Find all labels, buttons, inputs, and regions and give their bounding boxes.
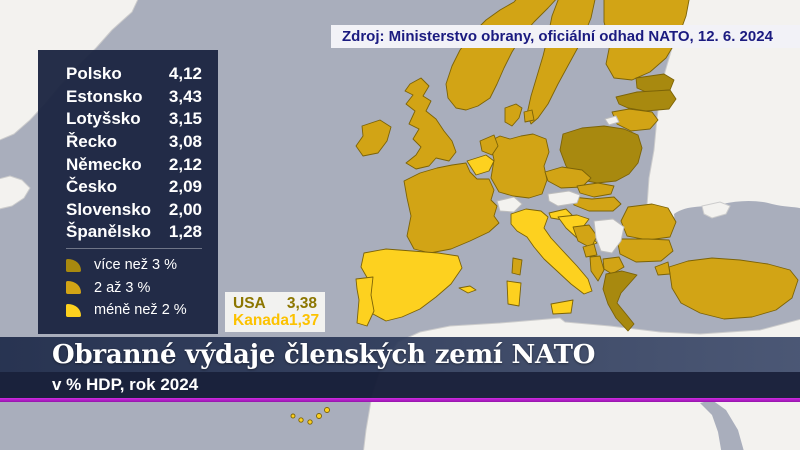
legend-swatch-high-icon: [66, 258, 81, 272]
data-panel: Polsko 4,12 Estonsko 3,43 Lotyšsko 3,15 …: [38, 50, 218, 334]
map-iceland: [0, 175, 31, 210]
map-hungary: [571, 196, 622, 212]
page-title: Obranné výdaje členských zemí NATO: [52, 339, 596, 370]
country-row: Estonsko 3,43: [66, 86, 202, 109]
map-corsica: [511, 257, 523, 276]
map-latvia: [615, 89, 677, 112]
map-albania: [589, 255, 605, 282]
map-denmark-isle: [523, 109, 535, 123]
country-row: Španělsko 1,28: [66, 221, 202, 244]
country-value: 2,09: [168, 177, 202, 197]
country-row: Lotyšsko 3,15: [66, 108, 202, 131]
map-canary-island: [324, 407, 330, 413]
map-balearics: [458, 285, 477, 294]
legend-label: více než 3 %: [94, 257, 178, 274]
map-france: [403, 162, 500, 254]
country-name: Německo: [66, 154, 142, 174]
map-romania: [620, 203, 677, 241]
map-canary-island: [298, 417, 304, 423]
country-row: Česko 2,09: [66, 176, 202, 199]
map-uk: [404, 77, 457, 170]
map-turkey: [668, 257, 799, 320]
legend-item: více než 3 %: [66, 254, 202, 277]
accent-line: [0, 398, 800, 402]
map-lithuania: [611, 108, 659, 132]
map-czechia: [544, 166, 592, 189]
map-canary-island: [316, 413, 322, 419]
map-montenegro: [582, 243, 598, 258]
country-value: 1,28: [168, 222, 202, 242]
page-subtitle: v % HDP, rok 2024: [52, 375, 199, 394]
country-value: 3,43: [168, 86, 202, 106]
legend-swatch-low-icon: [66, 303, 81, 317]
map-macedonia: [602, 256, 625, 275]
map-canary-island: [307, 419, 313, 425]
country-row: Slovensko 2,00: [66, 199, 202, 222]
country-name: Řecko: [66, 132, 118, 152]
map-austria: [547, 190, 581, 207]
map-belgium: [466, 154, 495, 176]
source-bar: Zdroj: Ministerstvo obrany, oficiální od…: [331, 25, 800, 48]
map-serbia: [593, 218, 625, 254]
title-bar: Obranné výdaje členských zemí NATO: [0, 337, 800, 372]
source-text: Zdroj: Ministerstvo obrany, oficiální od…: [342, 28, 773, 45]
map-denmark: [504, 103, 523, 127]
map-sardinia: [506, 280, 522, 307]
country-value: 2,12: [168, 154, 202, 174]
legend-swatch-mid-icon: [66, 281, 81, 295]
map-crimea: [701, 201, 731, 219]
map-black-sea: [674, 201, 800, 259]
country-name: Česko: [66, 177, 118, 197]
subtitle-bar: v % HDP, rok 2024: [0, 372, 800, 398]
map-turkey-eu: [654, 261, 671, 276]
map-kaliningrad: [604, 115, 620, 126]
legend-label: méně než 2 %: [94, 302, 187, 319]
map-portugal: [355, 276, 375, 327]
overseas-value: 1,37: [289, 312, 320, 329]
map-ireland: [355, 119, 392, 157]
map-sicily: [550, 299, 574, 315]
country-value: 3,15: [168, 109, 202, 129]
overseas-row: USA 3,38: [233, 295, 317, 312]
country-name: Lotyšsko: [66, 109, 141, 129]
panel-divider: [66, 247, 202, 249]
map-slovakia: [576, 182, 615, 198]
map-netherlands: [479, 134, 499, 156]
map-italy: [510, 208, 593, 295]
map-switzerland: [496, 196, 523, 213]
map-bulgaria: [616, 238, 674, 263]
country-value: 3,08: [168, 132, 202, 152]
country-row: Řecko 3,08: [66, 131, 202, 154]
legend-item: méně než 2 %: [66, 299, 202, 322]
country-name: Španělsko: [66, 222, 152, 242]
map-germany: [489, 133, 550, 199]
map-red-sea: [700, 400, 744, 450]
legend-label: 2 až 3 %: [94, 279, 151, 296]
country-name: Estonsko: [66, 86, 143, 106]
country-value: 4,12: [168, 64, 202, 84]
overseas-row: Kanada 1,37: [233, 312, 320, 329]
map-canary-island: [290, 413, 296, 419]
country-value: 2,00: [168, 199, 202, 219]
map-bosnia: [572, 224, 598, 249]
country-name: Polsko: [66, 64, 122, 84]
overseas-box: USA 3,38 Kanada 1,37: [225, 292, 325, 332]
country-row: Polsko 4,12: [66, 63, 202, 86]
country-row: Německo 2,12: [66, 153, 202, 176]
overseas-value: 3,38: [286, 295, 317, 312]
country-name: Slovensko: [66, 199, 152, 219]
legend-item: 2 až 3 %: [66, 276, 202, 299]
overseas-name: USA: [233, 295, 266, 312]
map-greece: [602, 270, 638, 332]
overseas-name: Kanada: [233, 312, 289, 329]
